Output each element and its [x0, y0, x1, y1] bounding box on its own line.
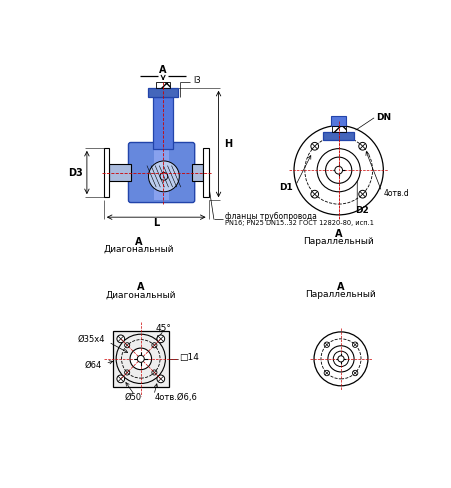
Bar: [322, 132, 353, 140]
Circle shape: [317, 149, 359, 192]
Text: D3: D3: [68, 167, 83, 178]
Circle shape: [117, 335, 124, 343]
Text: Диагональный: Диагональный: [103, 245, 173, 254]
Text: фланцы трубопровода: фланцы трубопровода: [225, 212, 317, 221]
Circle shape: [148, 161, 179, 192]
Circle shape: [310, 142, 318, 150]
Text: A: A: [336, 282, 344, 292]
FancyBboxPatch shape: [128, 142, 194, 203]
Text: L: L: [153, 218, 159, 227]
Circle shape: [332, 351, 348, 366]
Circle shape: [156, 335, 164, 343]
Circle shape: [325, 157, 351, 183]
Circle shape: [152, 370, 156, 375]
Circle shape: [352, 370, 357, 376]
Text: □14: □14: [179, 353, 199, 362]
Text: Ø35х4: Ø35х4: [78, 335, 105, 344]
Circle shape: [124, 370, 129, 375]
Bar: [153, 145, 169, 200]
Bar: [202, 148, 208, 197]
Circle shape: [130, 348, 151, 369]
Circle shape: [358, 142, 366, 150]
Circle shape: [334, 166, 342, 174]
Circle shape: [310, 190, 318, 198]
Bar: [330, 116, 345, 125]
Circle shape: [352, 342, 357, 347]
Text: 4отв.Ø6,6: 4отв.Ø6,6: [154, 393, 197, 402]
Text: Ø50: Ø50: [124, 393, 141, 402]
Text: 45°: 45°: [156, 324, 171, 332]
Circle shape: [117, 375, 124, 383]
Circle shape: [124, 343, 129, 348]
Bar: [331, 125, 345, 132]
Text: DN: DN: [375, 113, 390, 122]
Text: l3: l3: [193, 77, 200, 85]
Bar: [192, 164, 202, 181]
Bar: [148, 88, 177, 97]
Bar: [153, 97, 173, 149]
Bar: [113, 331, 168, 386]
Bar: [156, 81, 170, 88]
Bar: [104, 148, 109, 197]
Circle shape: [337, 356, 343, 362]
Circle shape: [323, 370, 329, 376]
Text: PN16; PN25 DN15..32 ГОСТ 12820-80, исп.1: PN16; PN25 DN15..32 ГОСТ 12820-80, исп.1: [225, 221, 373, 226]
Text: A: A: [159, 65, 166, 75]
Text: Диагональный: Диагональный: [105, 290, 175, 300]
Circle shape: [156, 375, 164, 383]
Text: Ø64: Ø64: [85, 361, 102, 369]
Text: A: A: [137, 282, 144, 292]
Text: A: A: [134, 237, 142, 247]
Text: D2: D2: [355, 206, 368, 215]
Circle shape: [137, 355, 144, 362]
Circle shape: [327, 346, 353, 372]
Text: 4отв.d: 4отв.d: [382, 189, 408, 198]
Circle shape: [358, 190, 366, 198]
Circle shape: [323, 342, 329, 347]
Circle shape: [152, 343, 156, 348]
Text: A: A: [334, 229, 342, 239]
Text: Параллельный: Параллельный: [303, 237, 373, 246]
Text: H: H: [223, 139, 231, 149]
Text: D1: D1: [278, 183, 292, 192]
Bar: [109, 164, 130, 181]
Text: Параллельный: Параллельный: [305, 290, 376, 300]
